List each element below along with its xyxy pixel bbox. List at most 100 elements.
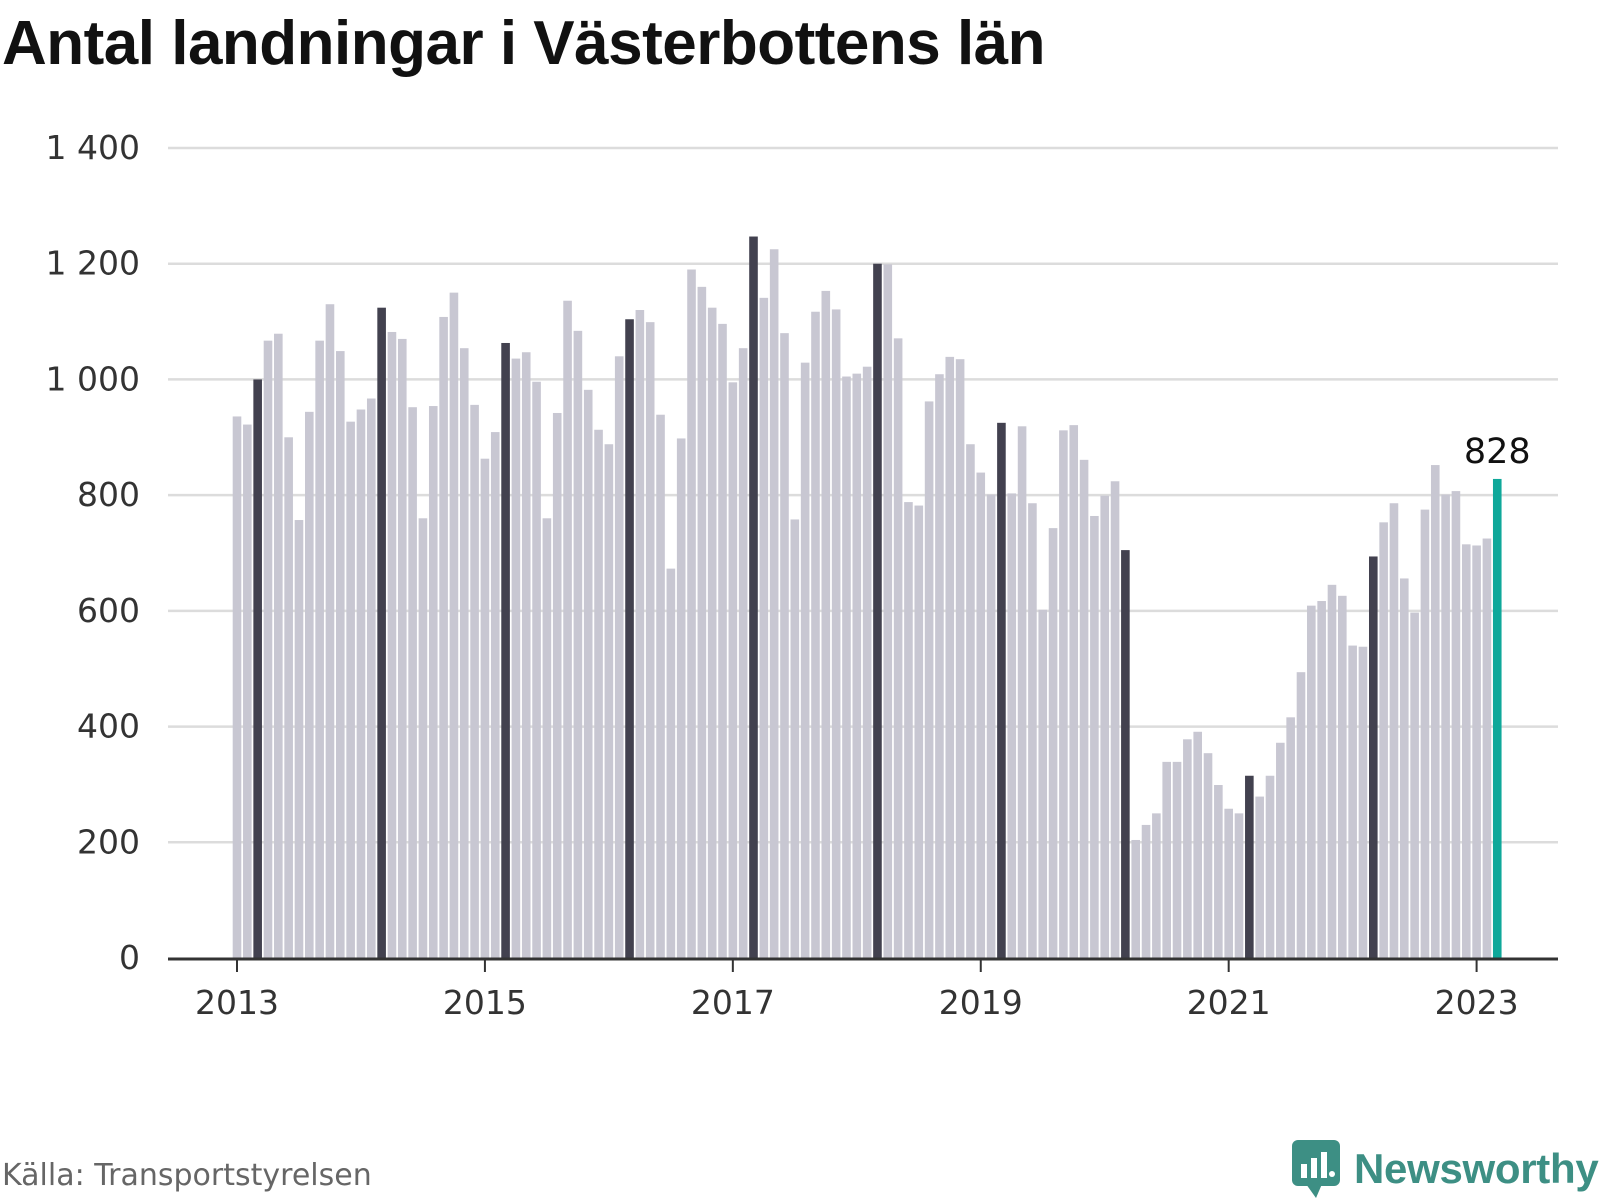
bar [1224,808,1233,958]
x-tick-label: 2013 [195,983,279,1022]
bar [862,366,872,958]
bar [904,502,913,958]
bar [583,389,593,958]
bar [1048,528,1058,958]
y-tick-label: 1 200 [46,244,140,283]
bar [1079,459,1089,958]
bar [243,424,252,958]
bar [356,409,366,958]
bar [821,290,831,959]
bar [1472,545,1481,958]
bar [325,304,335,958]
bar-chart-speech-bubble-icon [1292,1140,1340,1198]
bar [1441,494,1450,958]
brand-name: Newsworthy [1354,1145,1599,1192]
bar [501,342,510,958]
bar [1017,426,1027,958]
bar [1059,430,1068,958]
bar [1162,761,1171,958]
bar [274,333,283,958]
bar [408,407,417,958]
bar [1245,775,1254,958]
bar [428,406,438,958]
bar [1420,509,1430,958]
y-tick-label: 400 [77,707,140,746]
bar [1296,672,1306,958]
bar [1358,646,1368,958]
bar [1183,739,1192,958]
bar [387,331,397,958]
bar [1410,612,1419,958]
bar [284,437,293,958]
bar [769,249,779,958]
bar [573,330,583,958]
y-tick-label: 200 [77,822,140,861]
bar [563,300,572,958]
bar [346,421,355,958]
bar [336,351,345,958]
bar [790,519,800,958]
bar [263,340,273,958]
bar [377,307,386,959]
x-tick-label: 2017 [691,983,775,1022]
bar [1028,503,1037,958]
bar [625,319,634,958]
bar [1492,478,1502,958]
bar [439,316,448,958]
bar [976,472,986,958]
bar [645,322,655,958]
y-tick-label: 600 [77,591,140,630]
bar [1234,813,1244,958]
bar [1276,742,1285,958]
bar [718,323,727,958]
y-tick-label: 800 [77,475,140,514]
bar [1379,522,1388,958]
y-tick-label: 1 000 [46,359,140,398]
brand-logo[interactable]: Newsworthy [1292,1140,1599,1198]
bar [749,236,758,958]
bar [1090,515,1099,958]
bar [1482,538,1492,958]
bar [449,292,459,959]
bar [1265,775,1275,958]
bar [852,373,862,959]
bar [1038,609,1048,958]
bar [1317,601,1326,958]
bar [966,444,975,958]
bar [1214,785,1223,958]
bar [1203,753,1213,958]
bar [728,382,738,959]
bar [614,356,624,958]
bar [738,348,748,959]
bar [935,374,944,958]
bar [656,414,665,958]
bar [1131,839,1141,958]
bar [1430,465,1440,958]
bar [1369,556,1378,958]
bar [1327,584,1337,958]
bar [1007,493,1017,958]
bar [687,269,696,958]
bar [1172,761,1182,958]
x-tick-label: 2019 [939,983,1023,1022]
bar [521,352,531,958]
bar [480,458,490,958]
bar [294,520,304,958]
bar [676,438,686,958]
bar [1069,425,1079,958]
bar [1121,550,1130,958]
bar [955,359,965,958]
bar [594,429,603,958]
bar [490,432,500,958]
bar [232,416,242,958]
bar [604,444,614,958]
bar [945,356,955,959]
bar [666,568,676,958]
data-label-latest: 828 [1464,432,1531,472]
bar [397,338,407,958]
bar [780,333,789,959]
labels: 0 200 400 600 800 1 000 1 200 1 400 828 2013 2015 2… [46,128,1531,1022]
bar [1193,731,1202,958]
bar [418,518,428,958]
bar [552,412,562,958]
